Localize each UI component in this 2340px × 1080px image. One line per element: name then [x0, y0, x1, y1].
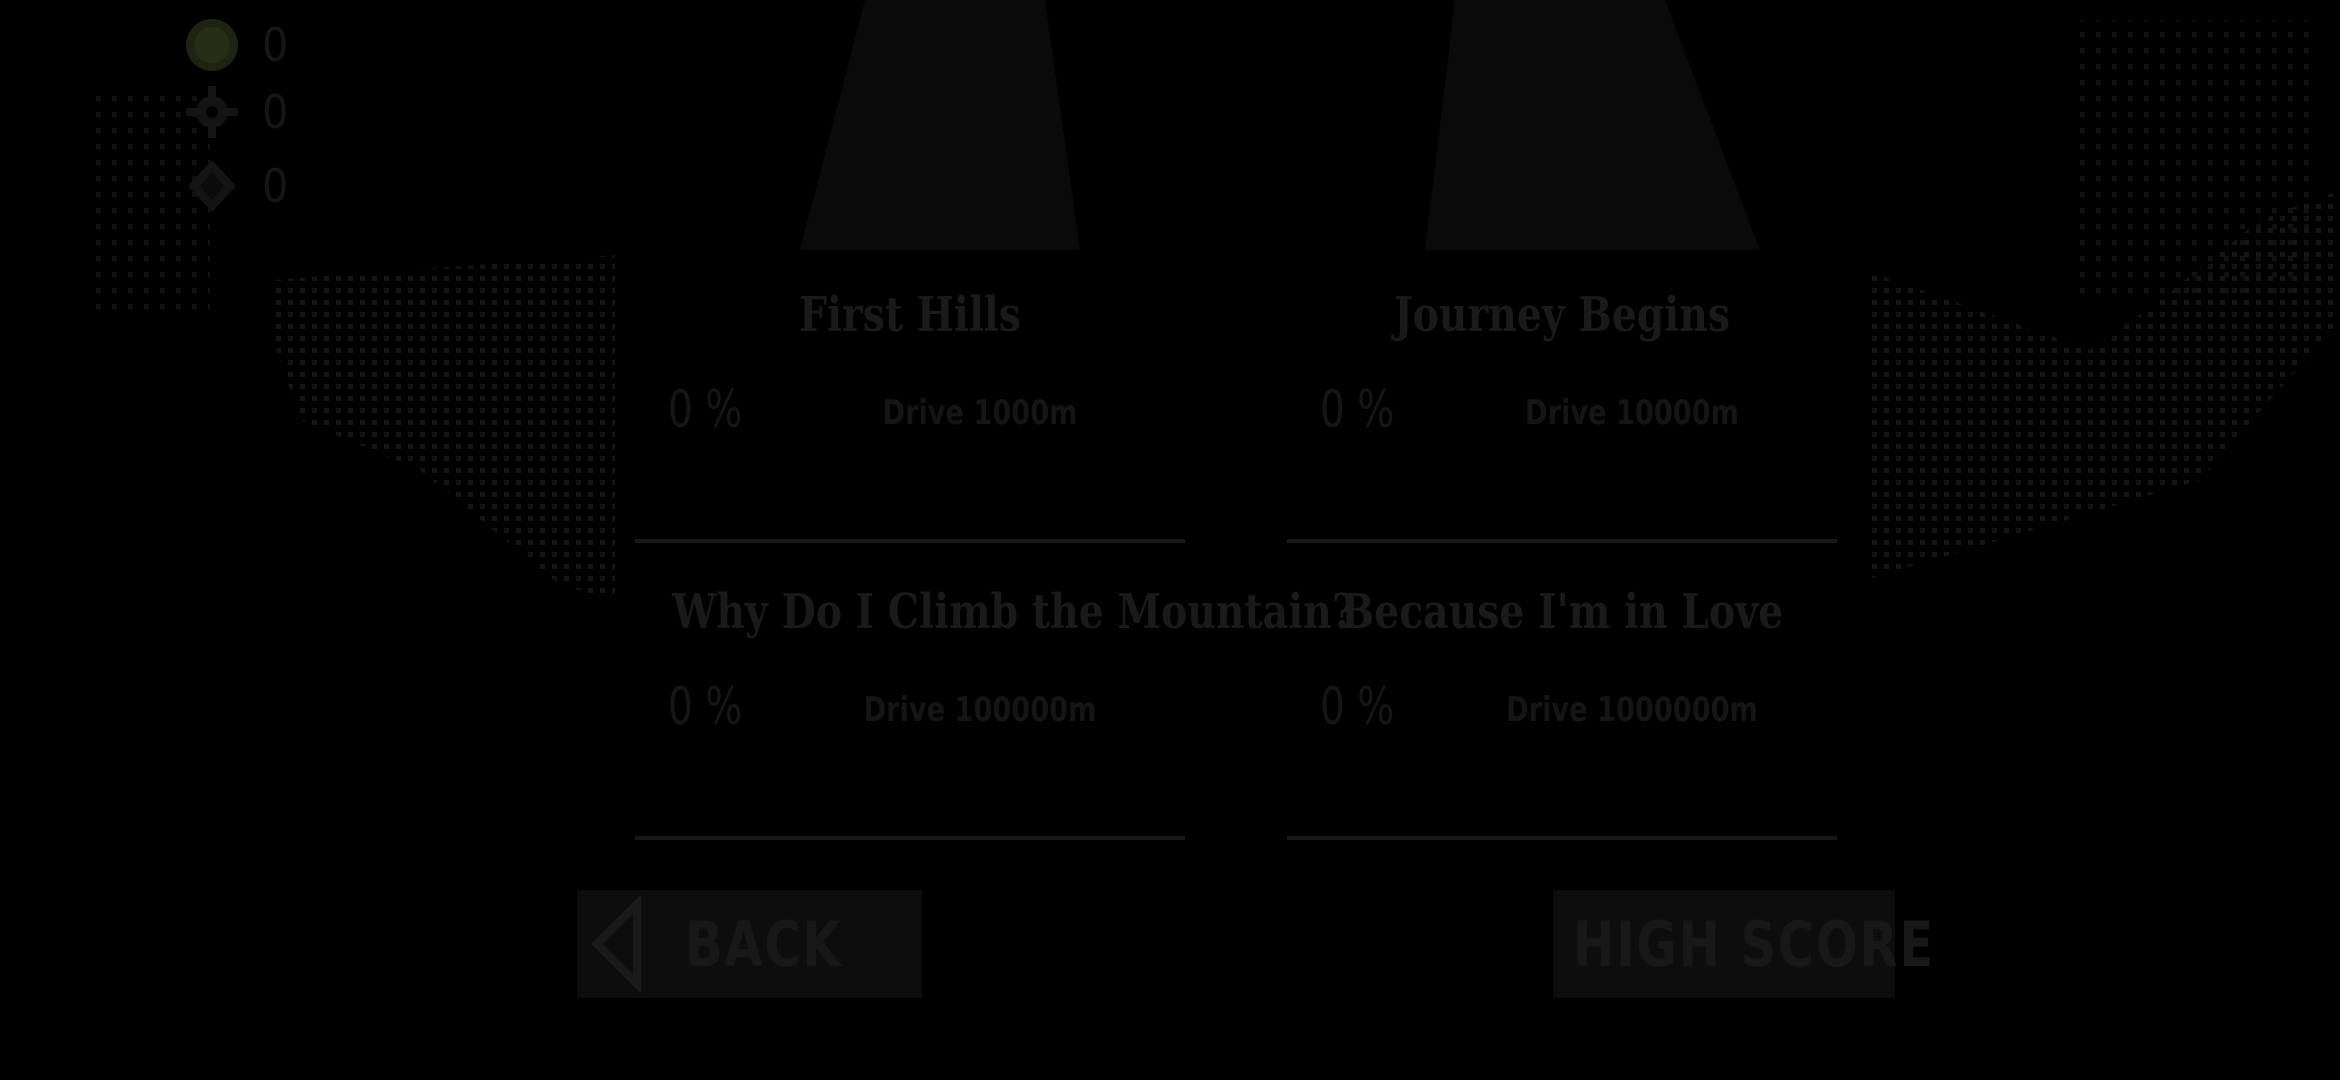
dust-dots-left: [90, 90, 210, 310]
achievement-progress: 0 %: [668, 380, 743, 440]
highscore-button[interactable]: HIGH SCORE: [1553, 890, 1933, 998]
back-arrow-icon: [591, 894, 641, 994]
achievement-progress: 0 %: [668, 677, 743, 737]
left-slope: [270, 255, 615, 600]
achievement-card: Why Do I Climb the Mountain? 0 % Drive 1…: [620, 562, 1355, 840]
achievement-progress: 0 %: [1320, 677, 1395, 737]
card-divider: [635, 836, 1185, 840]
card-divider: [635, 539, 1185, 543]
gear-icon: [186, 86, 238, 138]
achievement-title: Journey Begins: [1393, 287, 1731, 343]
coin-count: 0: [262, 18, 290, 72]
achievement-title: Because I'm in Love: [1340, 584, 1784, 640]
achievement-card: Because I'm in Love 0 % Drive 1000000m: [1272, 562, 1852, 840]
gear-count: 0: [262, 85, 290, 139]
mountain-right: [1425, 0, 1760, 250]
card-divider: [1287, 539, 1837, 543]
back-button[interactable]: BACK: [577, 890, 922, 998]
gear-counter: 0: [180, 82, 289, 142]
highscore-label: HIGH SCORE: [1573, 907, 1935, 981]
gem-count: 0: [262, 159, 290, 213]
achievement-goal: Drive 10000m: [1525, 393, 1739, 433]
achievement-card: First Hills 0 % Drive 1000m: [620, 265, 1200, 543]
coin-counter: 0: [180, 15, 289, 75]
coin-icon: [186, 19, 238, 71]
achievement-card: Journey Begins 0 % Drive 10000m: [1272, 265, 1852, 543]
achievement-title: Why Do I Climb the Mountain?: [672, 584, 1355, 640]
gem-icon: [188, 160, 236, 212]
achievement-goal: Drive 100000m: [863, 690, 1097, 730]
achievement-title: First Hills: [799, 287, 1021, 343]
mountain-left: [800, 0, 1080, 250]
back-label: BACK: [685, 907, 843, 981]
achievement-progress: 0 %: [1320, 380, 1395, 440]
achievement-goal: Drive 1000000m: [1506, 690, 1758, 730]
achievement-goal: Drive 1000m: [882, 393, 1078, 433]
dust-dots-right: [2080, 20, 2320, 300]
card-divider: [1287, 836, 1837, 840]
gem-counter: 0: [180, 156, 289, 216]
